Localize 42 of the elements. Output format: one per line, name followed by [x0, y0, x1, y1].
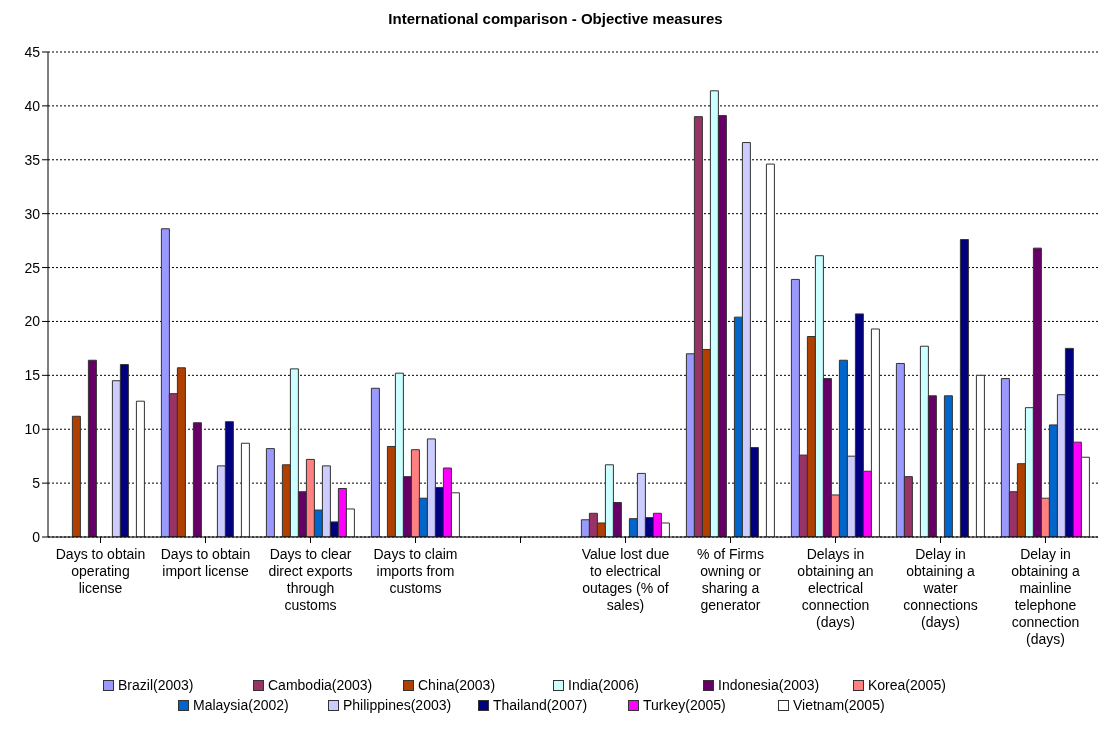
legend-label: Turkey(2005)	[643, 697, 726, 713]
bar	[71, 415, 81, 537]
x-tick-label: Delay in obtaining a water connections (days)	[903, 546, 978, 630]
legend-label: Indonesia(2003)	[718, 677, 820, 693]
y-tick-label: 30	[24, 205, 41, 222]
x-tick-label: % of Firms owning or sharing a generator	[697, 546, 764, 613]
legend-label: India(2006)	[568, 677, 639, 693]
x-tick-label: Days to claim imports from customs	[373, 546, 458, 596]
y-tick-label: 45	[24, 43, 41, 60]
y-tick-label: 20	[24, 313, 41, 330]
bar	[765, 163, 775, 537]
y-tick-label: 15	[24, 367, 41, 384]
y-tick-label: 25	[24, 259, 41, 276]
bar	[87, 359, 97, 537]
bar	[265, 448, 275, 537]
bar	[135, 400, 145, 537]
legend-label: China(2003)	[418, 677, 496, 693]
legend-label: Korea(2005)	[868, 677, 946, 693]
x-tick-label: Delay in obtaining a mainline telephone connection (days)	[1011, 546, 1080, 647]
x-tick-label: Days to clear direct exports through customs	[268, 546, 353, 613]
x-tick-label: Days to obtain operating license	[55, 546, 146, 596]
bar	[370, 387, 380, 537]
y-tick-label: 5	[32, 475, 41, 492]
legend-label: Philippines(2003)	[343, 697, 452, 713]
bar	[943, 395, 953, 537]
bar	[192, 422, 202, 537]
x-tick-label: Value lost due to electrical outages (% of sales)	[581, 546, 670, 613]
legend-label: Cambodia(2003)	[268, 677, 373, 693]
y-tick-label: 0	[32, 528, 41, 545]
legend-label: Malaysia(2002)	[193, 697, 289, 713]
y-tick-label: 35	[24, 151, 41, 168]
legend-label: Vietnam(2005)	[793, 697, 885, 713]
x-tick-label: Days to obtain import license	[160, 546, 251, 579]
bar	[975, 374, 985, 537]
bar	[959, 239, 969, 537]
legend-label: Brazil(2003)	[118, 677, 194, 693]
legend-label: Thailand(2007)	[493, 697, 588, 713]
chart-title: International comparison - Objective measures	[387, 10, 724, 27]
y-tick-label: 40	[24, 97, 41, 114]
bar	[240, 442, 250, 537]
x-tick-label: Delays in obtaining an electrical connection (days)	[797, 546, 874, 630]
y-tick-label: 10	[24, 421, 41, 438]
